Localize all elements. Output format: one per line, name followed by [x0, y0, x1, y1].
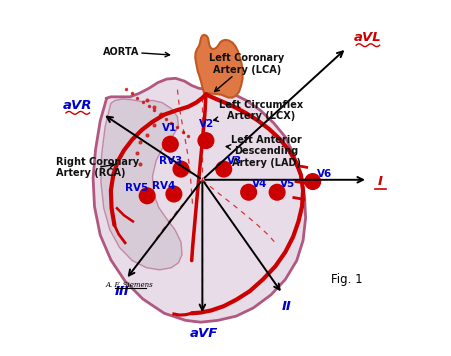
Text: Fig. 1: Fig. 1 — [331, 273, 362, 286]
Circle shape — [162, 136, 178, 152]
Text: Right Coronary
Artery (RCA): Right Coronary Artery (RCA) — [56, 157, 139, 178]
Circle shape — [216, 161, 231, 177]
Text: III: III — [115, 286, 129, 298]
Text: I: I — [378, 175, 383, 188]
Circle shape — [241, 184, 257, 200]
Text: V1: V1 — [161, 123, 177, 133]
Text: Left Coronary
Artery (LCA): Left Coronary Artery (LCA) — [209, 53, 285, 91]
Polygon shape — [195, 35, 243, 98]
Text: Left Anterior
Descending
Artery (LAD): Left Anterior Descending Artery (LAD) — [226, 135, 302, 168]
Text: II: II — [282, 300, 292, 313]
Circle shape — [173, 161, 189, 177]
Text: aVF: aVF — [190, 328, 218, 340]
Text: RV4: RV4 — [152, 181, 175, 191]
Polygon shape — [101, 99, 182, 270]
Circle shape — [198, 133, 214, 148]
Text: aVR: aVR — [63, 99, 92, 111]
Text: RV5: RV5 — [125, 183, 148, 193]
Text: V3: V3 — [227, 156, 242, 166]
Text: V5: V5 — [280, 179, 295, 189]
Text: V6: V6 — [317, 169, 332, 179]
Text: A. F. Siemens: A. F. Siemens — [106, 281, 153, 289]
Text: aVL: aVL — [354, 31, 382, 44]
Text: AORTA: AORTA — [103, 47, 170, 57]
Circle shape — [305, 174, 321, 189]
Text: RV3: RV3 — [159, 156, 182, 166]
Circle shape — [139, 188, 155, 204]
Text: V2: V2 — [199, 119, 214, 129]
Text: V4: V4 — [252, 179, 267, 189]
Text: Left Circumflex
Artery (LCX): Left Circumflex Artery (LCX) — [214, 100, 303, 121]
Circle shape — [166, 186, 182, 202]
Circle shape — [269, 184, 285, 200]
Polygon shape — [93, 78, 306, 322]
